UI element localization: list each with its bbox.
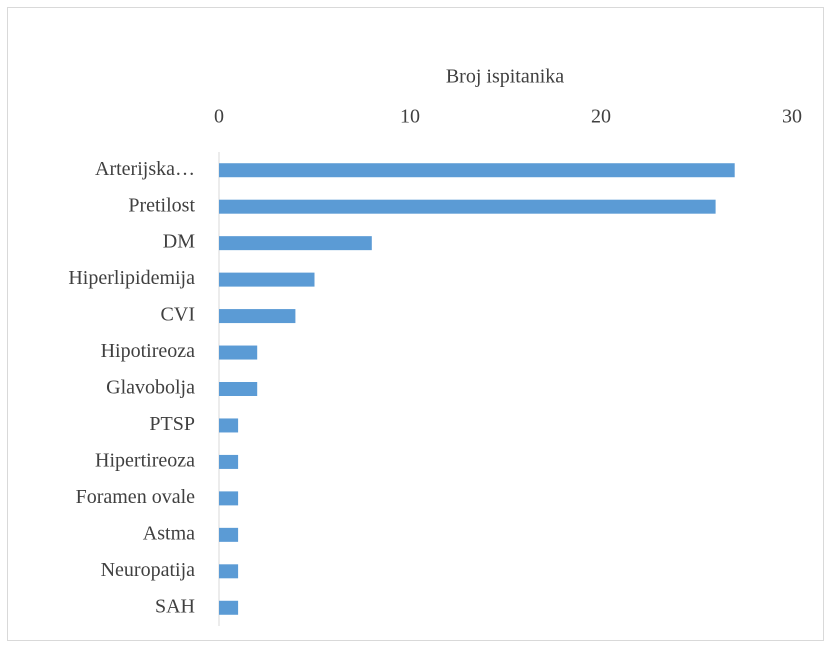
x-tick-label: 20 [591,106,611,128]
y-tick-label: Hiperlipidemija [68,267,195,289]
y-tick-label: Glavobolja [106,377,195,399]
bar [219,418,239,433]
bar [219,491,239,506]
y-tick-label: Arterijska… [95,158,195,180]
x-tick-label: 10 [400,106,420,128]
x-tick-label: 30 [782,106,802,128]
bar [219,163,735,178]
y-tick-label: Hipotireoza [101,340,196,362]
bar [219,527,239,542]
bar [219,454,239,469]
bar [219,600,239,615]
y-tick-label: Neuropatija [101,559,196,581]
bar [219,564,239,579]
bar [219,272,315,287]
bar [219,236,372,251]
y-tick-label: Foramen ovale [76,486,196,508]
y-tick-label: Astma [143,522,195,544]
y-tick-label: CVI [161,304,195,326]
chart-frame [7,7,824,641]
y-tick-label: Pretilost [128,194,195,216]
y-tick-label: SAH [155,595,195,617]
bar [219,382,258,396]
bar [219,199,716,214]
bar [219,345,258,360]
y-tick-label: DM [163,231,195,253]
y-tick-label: PTSP [149,413,195,435]
x-tick-label: 0 [214,106,224,128]
bar [219,309,296,324]
y-tick-label: Hipertireoza [95,450,195,472]
axis-title: Broj ispitanika [446,66,564,88]
